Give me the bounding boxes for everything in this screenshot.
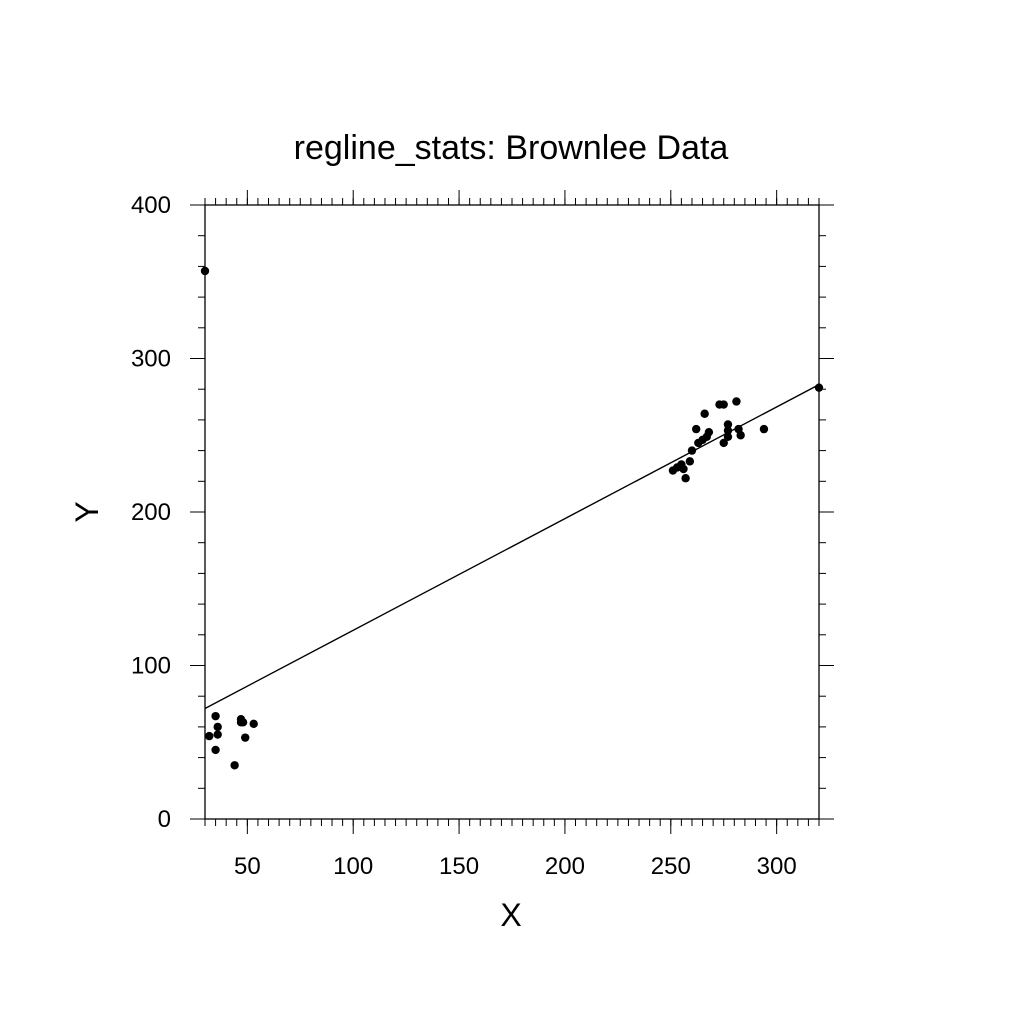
x-tick-label: 150 (439, 853, 479, 880)
y-tick-label: 400 (131, 192, 171, 219)
plot-frame (204, 204, 820, 820)
x-tick-label: 200 (545, 853, 585, 880)
x-tick-label: 300 (757, 853, 797, 880)
data-point (213, 730, 222, 739)
data-point (687, 446, 697, 455)
data-point (719, 400, 728, 409)
chart-title: regline_stats: Brownlee Data (294, 129, 729, 167)
data-point (249, 719, 258, 729)
data-point (692, 424, 701, 434)
y-tick-label: 300 (131, 346, 171, 373)
data-point (814, 383, 824, 392)
data-point (238, 718, 248, 727)
data-point (685, 457, 695, 466)
data-point (719, 438, 728, 448)
data-points (200, 266, 824, 770)
data-point (205, 731, 214, 741)
major-ticks (190, 190, 834, 834)
data-point (679, 464, 688, 474)
data-point (732, 397, 741, 406)
data-point (200, 266, 210, 276)
data-point (704, 427, 714, 437)
data-point (211, 745, 220, 755)
x-tick-label: 250 (651, 853, 691, 880)
data-point (723, 432, 733, 441)
data-point (723, 426, 733, 435)
data-point (241, 733, 250, 742)
y-tick-label: 200 (131, 499, 171, 526)
data-point (230, 761, 239, 770)
regression-line (204, 383, 820, 710)
data-point (736, 431, 745, 440)
x-tick-labels: 50 100 150 200 250 300 (234, 853, 797, 880)
x-tick-label: 50 (234, 853, 261, 880)
x-tick-label: 100 (333, 853, 373, 880)
data-point (211, 711, 220, 721)
y-tick-label: 0 (158, 806, 171, 833)
data-point (700, 409, 709, 418)
data-point (681, 474, 690, 483)
y-tick-label: 100 (131, 653, 171, 680)
x-axis-title: X (500, 897, 521, 933)
y-axis-title: Y (69, 501, 105, 522)
data-point (759, 424, 769, 434)
y-tick-labels: 0 100 200 300 400 (131, 192, 171, 833)
data-point (213, 722, 222, 732)
minor-ticks (198, 198, 826, 826)
data-point (723, 420, 733, 429)
